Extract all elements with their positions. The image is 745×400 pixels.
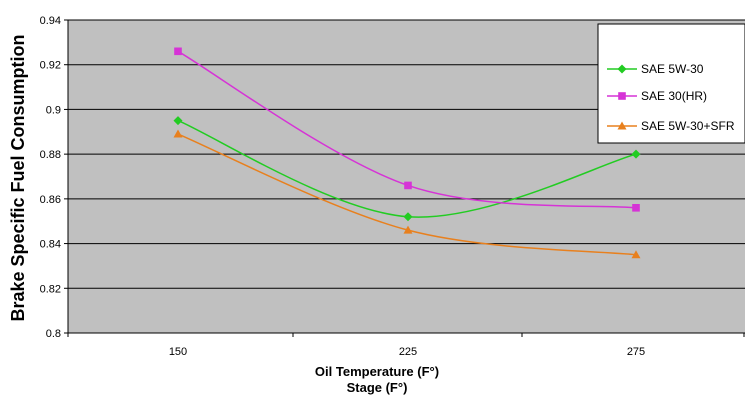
x-axis-label: Oil Temperature (F°) [315,364,439,379]
legend-marker [617,121,627,130]
series-sae-30-hr- [174,47,640,212]
legend-entry: SAE 5W-30+SFR [607,119,735,133]
series-sae-5w-30 [173,116,641,222]
data-point [631,149,641,159]
y-axis-label: Brake Specific Fuel Consumption [8,34,28,321]
legend-marker [618,92,626,100]
series-group [173,47,641,259]
series-sae-5w-30-sfr [173,129,641,259]
legend-label: SAE 5W-30 [641,62,704,76]
data-point [173,116,183,126]
legend-entry: SAE 5W-30 [607,62,704,76]
y-tick-label: 0.84 [40,239,61,251]
x-axis-sublabel: Stage (F°) [347,380,408,395]
y-tick-label: 0.82 [40,283,61,295]
legend-entry: SAE 30(HR) [607,89,707,103]
y-tick-label: 0.86 [40,194,61,206]
legend: SAE 5W-30 SAE 30(HR) SAE 5W-30+SFR [597,23,745,144]
y-tick-label: 0.9 [46,104,61,116]
y-tick-label: 0.88 [40,149,61,161]
y-tick-labels: 0.8 0.82 0.84 0.86 0.88 0.9 0.92 0.94 [40,15,68,340]
x-tick-label: 225 [399,346,417,358]
data-point [403,225,413,234]
y-tick-label: 0.8 [46,328,61,340]
x-tick-label: 150 [169,346,187,358]
data-point [174,47,182,56]
data-point [632,204,640,212]
y-tick-label: 0.92 [40,60,61,72]
legend-label: SAE 5W-30+SFR [641,119,735,133]
axes [67,20,745,334]
data-point [631,250,641,259]
legend-marker [617,64,627,74]
data-point [404,181,412,190]
legend-label: SAE 30(HR) [641,89,707,103]
x-tick-label: 275 [627,346,645,358]
y-tick-label: 0.94 [40,15,61,27]
x-tick-labels: 150 225 275 [67,333,745,358]
data-point [173,129,183,138]
data-point [403,212,413,222]
